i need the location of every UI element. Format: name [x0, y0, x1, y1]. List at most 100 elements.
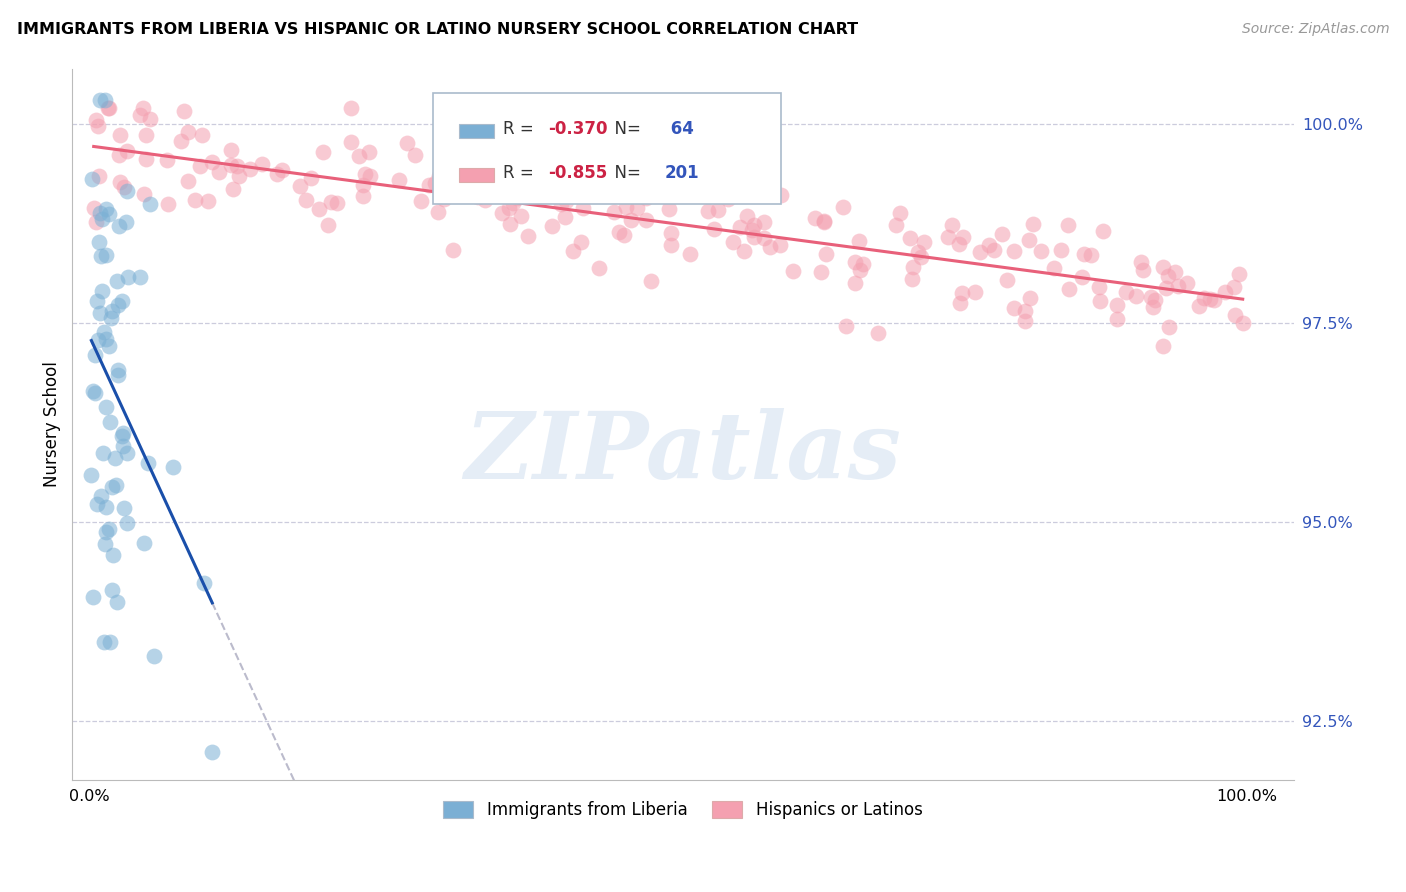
Point [162, 460, 184, 475]
Point [177, 125, 200, 139]
Point [636, 191, 658, 205]
Point [136, 456, 159, 470]
Point [450, 156, 472, 170]
Point [80, 468, 103, 483]
Point [938, 230, 960, 244]
Text: N=: N= [603, 164, 645, 182]
Point [1132, 263, 1154, 277]
Point [96, 202, 118, 217]
Point [107, 298, 129, 312]
Point [219, 158, 242, 172]
Point [129, 269, 152, 284]
Point [1232, 316, 1254, 330]
Point [952, 230, 974, 244]
Point [83, 201, 105, 215]
Point [1152, 260, 1174, 274]
Point [82, 172, 104, 186]
Point [1091, 224, 1114, 238]
Point [1042, 261, 1064, 276]
Point [562, 169, 585, 184]
Point [950, 285, 973, 300]
Point [995, 272, 1018, 286]
Point [101, 549, 124, 563]
Point [98, 207, 121, 221]
Point [541, 219, 564, 233]
Point [949, 295, 972, 310]
Point [117, 269, 139, 284]
Point [135, 128, 157, 142]
Point [948, 237, 970, 252]
Point [201, 746, 224, 760]
Point [1175, 277, 1198, 291]
Point [270, 163, 292, 178]
Point [592, 166, 614, 180]
Point [1167, 278, 1189, 293]
Point [866, 326, 889, 340]
Point [1018, 291, 1040, 305]
Point [87, 169, 110, 183]
Point [889, 206, 911, 220]
Point [100, 310, 122, 325]
Point [115, 184, 138, 198]
Point [404, 148, 426, 162]
Point [433, 192, 456, 206]
Point [1223, 308, 1246, 322]
Point [93, 634, 115, 648]
Point [86, 497, 108, 511]
Point [576, 176, 599, 190]
Point [555, 194, 578, 208]
Point [569, 235, 592, 249]
Point [769, 238, 792, 252]
Point [1157, 320, 1180, 334]
Point [97, 338, 120, 352]
Point [848, 234, 870, 248]
Point [107, 219, 129, 233]
Point [94, 500, 117, 514]
Point [770, 188, 793, 202]
Point [266, 167, 288, 181]
Legend: Immigrants from Liberia, Hispanics or Latinos: Immigrants from Liberia, Hispanics or La… [437, 794, 929, 825]
Point [530, 186, 553, 201]
Point [84, 113, 107, 128]
Point [910, 250, 932, 264]
Point [100, 582, 122, 597]
Point [339, 135, 361, 149]
Point [111, 439, 134, 453]
Y-axis label: Nursery School: Nursery School [44, 361, 60, 487]
Point [979, 238, 1001, 252]
Point [752, 231, 775, 245]
FancyBboxPatch shape [433, 94, 780, 203]
Point [115, 144, 138, 158]
Point [184, 193, 207, 207]
Point [308, 202, 330, 217]
Point [111, 293, 134, 308]
Point [613, 228, 636, 243]
Point [134, 536, 156, 550]
Point [607, 225, 630, 239]
Point [312, 145, 335, 160]
Point [636, 213, 658, 227]
Text: 201: 201 [665, 164, 699, 182]
Point [105, 595, 128, 609]
Point [90, 284, 112, 298]
Point [193, 576, 215, 591]
Point [89, 235, 111, 250]
Point [94, 524, 117, 539]
Point [107, 368, 129, 382]
Point [730, 219, 752, 234]
Point [225, 159, 247, 173]
Point [1198, 292, 1220, 306]
Point [132, 101, 155, 115]
Point [835, 319, 858, 334]
Point [104, 450, 127, 465]
Point [813, 215, 835, 229]
Point [941, 218, 963, 232]
Point [295, 194, 318, 208]
Point [703, 180, 725, 194]
Point [90, 211, 112, 226]
Point [1213, 285, 1236, 300]
Point [143, 649, 166, 664]
Point [359, 169, 381, 183]
Point [139, 112, 162, 126]
Point [156, 153, 179, 167]
